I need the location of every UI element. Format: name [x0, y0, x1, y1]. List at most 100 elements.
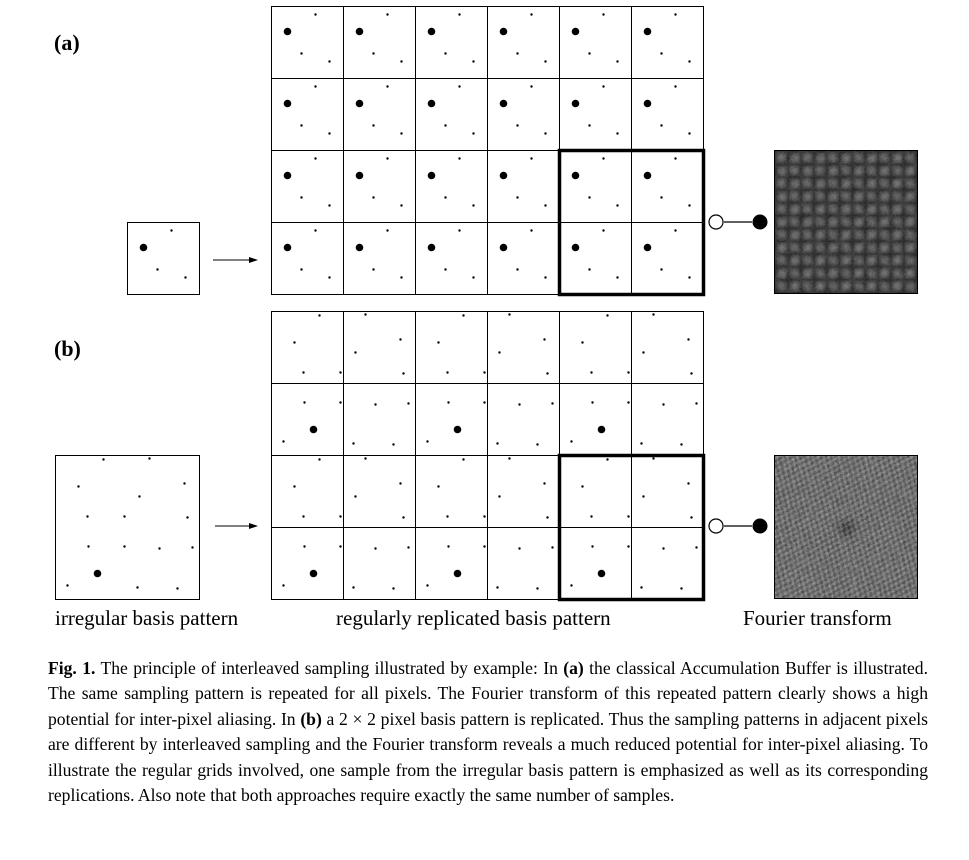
sample-point	[687, 338, 690, 341]
sample-point	[400, 132, 403, 135]
sample-point	[616, 276, 619, 279]
sample-point	[447, 545, 450, 548]
sample-point	[652, 457, 655, 460]
panel-b-replicated-grid	[271, 311, 706, 602]
emphasized-sample	[499, 171, 508, 180]
sample-point	[372, 124, 375, 127]
pixel-cell	[415, 527, 488, 600]
sample-point	[551, 546, 554, 549]
sample-point	[688, 132, 691, 135]
sample-point	[627, 401, 630, 404]
pixel-cell	[271, 6, 344, 79]
emphasized-sample	[427, 171, 436, 180]
sample-point	[674, 85, 677, 88]
sample-point	[588, 268, 591, 271]
sample-point	[444, 124, 447, 127]
sample-point	[530, 157, 533, 160]
pixel-cell	[559, 78, 632, 151]
emphasized-sample	[643, 243, 652, 252]
sample-point	[458, 157, 461, 160]
transform-open-circle	[708, 518, 724, 534]
pixel-cell	[271, 222, 344, 295]
panel-a-label: (a)	[54, 30, 80, 55]
sample-point	[86, 515, 89, 518]
sample-point	[402, 372, 405, 375]
sample-point	[314, 229, 317, 232]
sample-point	[660, 52, 663, 55]
sample-point	[536, 443, 539, 446]
pixel-cell	[343, 222, 416, 295]
pixel-cell	[415, 150, 488, 223]
sample-point	[483, 515, 486, 518]
sample-point	[372, 52, 375, 55]
emphasized-sample	[139, 243, 148, 252]
sample-point	[483, 545, 486, 548]
emphasized-sample	[283, 99, 292, 108]
sample-point	[354, 495, 357, 498]
emphasized-sample	[571, 27, 580, 36]
sample-point	[392, 443, 395, 446]
sample-point	[543, 482, 546, 485]
sample-point	[318, 458, 321, 461]
sample-point	[303, 401, 306, 404]
panel-a-replicated-grid	[271, 6, 706, 297]
sample-point	[184, 276, 187, 279]
sample-point	[407, 402, 410, 405]
emphasized-sample	[283, 171, 292, 180]
pixel-cell	[415, 6, 488, 79]
sample-point	[530, 85, 533, 88]
sample-point	[627, 545, 630, 548]
sample-point	[66, 584, 69, 587]
sample-point	[516, 52, 519, 55]
sample-point	[339, 545, 342, 548]
caption-figure-number: Fig. 1.	[48, 658, 96, 678]
pixel-cell	[271, 527, 344, 600]
sample-point	[695, 402, 698, 405]
sample-point	[640, 586, 643, 589]
sample-point	[314, 157, 317, 160]
pixel-cell	[487, 311, 560, 384]
sample-point	[123, 545, 126, 548]
panel-b-basis-pattern	[55, 455, 200, 600]
emphasized-sample	[499, 99, 508, 108]
sample-point	[662, 403, 665, 406]
figure-caption: Fig. 1. The principle of interleaved sam…	[48, 656, 928, 808]
sample-point	[399, 482, 402, 485]
emphasized-sample	[309, 425, 318, 434]
sample-point	[300, 268, 303, 271]
pixel-cell	[343, 78, 416, 151]
sample-point	[688, 60, 691, 63]
sample-point	[426, 584, 429, 587]
pixel-cell	[631, 311, 704, 384]
pixel-cell	[631, 150, 704, 223]
sample-point	[690, 516, 693, 519]
sample-point	[87, 545, 90, 548]
sample-point	[640, 442, 643, 445]
sample-point	[102, 458, 105, 461]
pixel-cell	[271, 383, 344, 456]
pixel-cell	[343, 383, 416, 456]
pixel-cell	[487, 527, 560, 600]
sample-point	[328, 276, 331, 279]
emphasized-sample	[355, 99, 364, 108]
sample-point	[136, 586, 139, 589]
pixel-cell	[631, 455, 704, 528]
sample-point	[627, 371, 630, 374]
sample-point	[426, 440, 429, 443]
sample-point	[328, 204, 331, 207]
caption-ref-b: (b)	[300, 708, 322, 729]
sample-point	[508, 457, 511, 460]
sample-point	[530, 13, 533, 16]
sample-point	[437, 341, 440, 344]
emphasized-sample	[427, 27, 436, 36]
sample-point	[591, 545, 594, 548]
sample-point	[374, 403, 377, 406]
pixel-cell	[271, 78, 344, 151]
emphasized-sample	[93, 569, 102, 578]
sample-point	[662, 547, 665, 550]
sample-point	[498, 351, 501, 354]
sample-point	[543, 338, 546, 341]
pixel-cell	[487, 383, 560, 456]
sample-point	[581, 341, 584, 344]
sample-point	[472, 132, 475, 135]
